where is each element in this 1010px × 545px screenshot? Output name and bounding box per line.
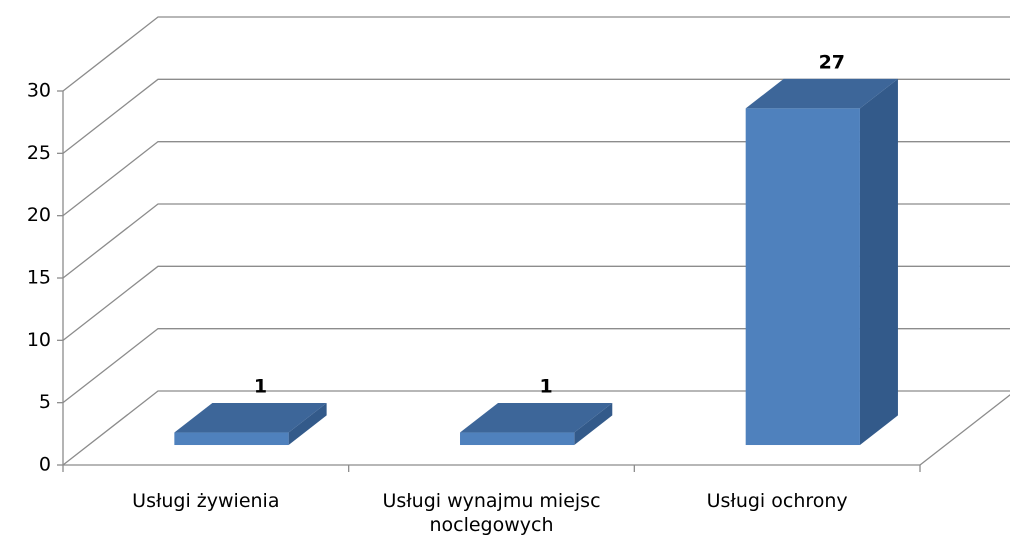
value-label: 27 [819,51,845,73]
grid-line [62,390,1010,466]
x-tick-label: Usługi wynajmu miejsc noclegowych [382,490,601,536]
y-tick-label: 5 [39,391,51,413]
y-tick-label: 10 [27,329,51,351]
x-tick-label: Usługi żywienia [132,490,280,512]
y-tick-label: 30 [27,80,51,102]
x-tick-label: Usługi ochrony [706,490,848,512]
bar-top [745,78,898,109]
bar-top [174,402,327,433]
y-tick-label: 15 [27,267,51,289]
y-tick-label: 0 [39,454,51,476]
grid-line [62,16,1010,92]
bar-side [288,402,327,446]
grid-line [62,265,1010,341]
value-label: 1 [540,375,553,397]
bar-side [574,402,613,446]
grid-line [62,203,1010,279]
bar [460,432,575,446]
bar-side [859,78,898,446]
grid-line [62,141,1010,217]
y-tick-label: 25 [27,142,51,164]
wall-edge [919,394,1010,466]
grid-line [62,328,1010,404]
grid-line [62,78,1010,154]
bar-top [460,402,613,433]
bar [745,108,860,446]
value-label: 1 [254,375,267,397]
bar [174,432,289,446]
y-tick-label: 20 [27,204,51,226]
